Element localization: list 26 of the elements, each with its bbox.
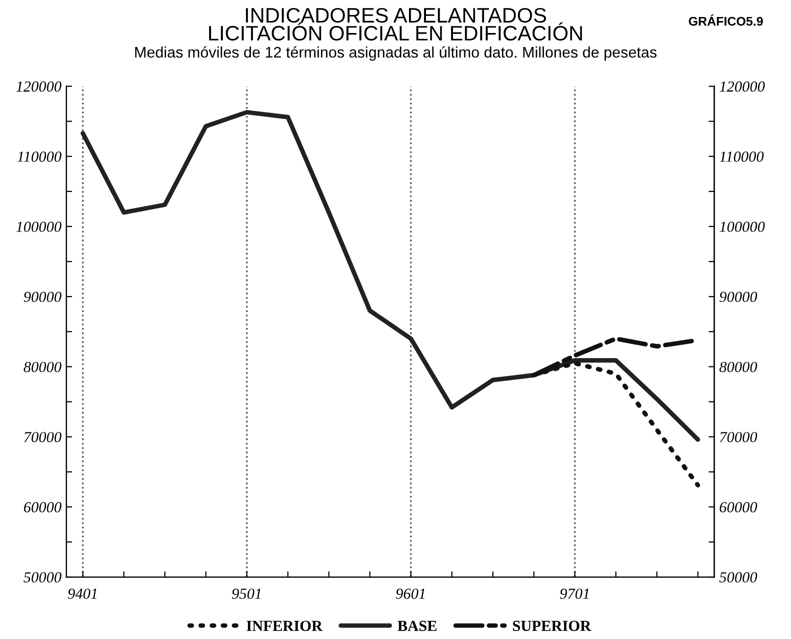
y2-tick-label: 60000 xyxy=(720,502,758,512)
y-tick-label: 90000 xyxy=(24,292,62,302)
text: GRÁFICO5.9 xyxy=(688,14,763,26)
x-tick-label: 9401 xyxy=(68,588,96,599)
y2-tick-label: 80000 xyxy=(719,362,758,372)
x-tick-label: 9501 xyxy=(232,588,260,599)
y2-tick-label: 120000 xyxy=(720,81,765,92)
legend-label: INFERIOR xyxy=(246,620,323,632)
x-tick-label: 9601 xyxy=(396,588,424,599)
y-tick-label: 80000 xyxy=(24,362,62,372)
chart-title: INDICADORES ADELANTADOS LICITACIÓN OFICIAL EN EDIFICACIÓN xyxy=(209,8,582,41)
legend-label: SUPERIOR xyxy=(512,620,592,632)
y-tick-label: 50000 xyxy=(24,572,62,582)
y2-tick-label: 50000 xyxy=(719,572,758,582)
y-tick-label: 100000 xyxy=(16,222,62,232)
y2-tick-label: 110000 xyxy=(720,152,764,162)
y-tick-label: 70000 xyxy=(24,432,62,442)
y2-tick-label: 100000 xyxy=(720,222,765,232)
y2-tick-label: 90000 xyxy=(720,292,758,302)
legend-label: BASE xyxy=(398,620,437,632)
chart-subtitle: Medias móviles de 12 términos asignadas al último dato. Millones de pesetas xyxy=(135,46,657,61)
x-tick-label: 9701 xyxy=(560,588,589,599)
y-tick-label: 120000 xyxy=(16,81,62,92)
y2-tick-label: 70000 xyxy=(720,432,758,442)
y-tick-label: 110000 xyxy=(17,152,62,162)
y-tick-label: 60000 xyxy=(24,502,62,512)
